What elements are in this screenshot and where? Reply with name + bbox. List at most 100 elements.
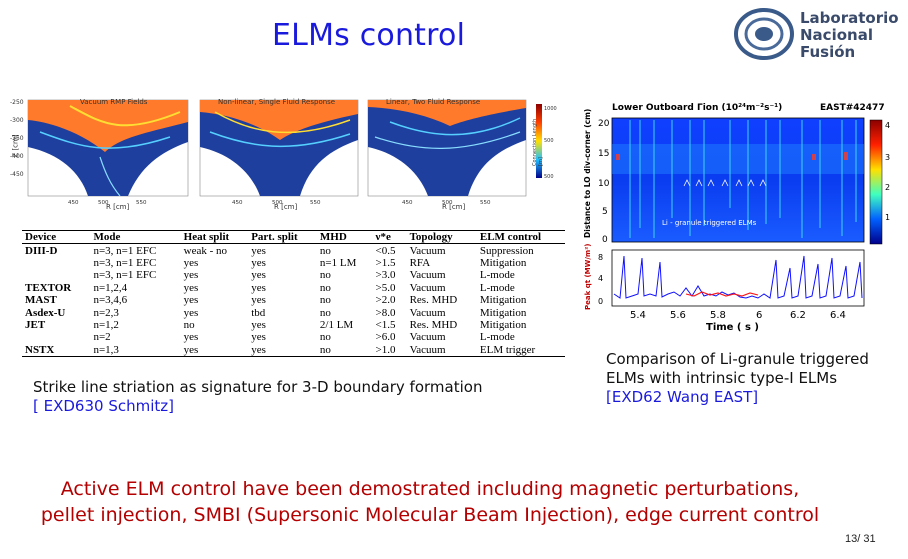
table-cell: yes: [251, 318, 266, 331]
table-row: MAST n=3,4,6 yes yes no >2.0 Res. MHD Mitigatio…: [22, 294, 565, 306]
colorbar-tick: 4: [885, 121, 890, 130]
table-row: n=3, n=1 EFC yes yes no >3.0 Vacuum L-mode: [22, 269, 565, 281]
summary-line-2: pellet injection, SMBI (Supersonic Molec…: [40, 504, 820, 526]
logo-emblem-icon: [734, 8, 794, 60]
table-cell: <1.5: [375, 318, 396, 331]
table-cell: Res. MHD: [409, 318, 458, 331]
caption-right-ref: [EXD62 Wang EAST]: [606, 388, 759, 406]
table-cell: Mitigation: [479, 318, 527, 331]
table-cell: yes: [248, 343, 317, 357]
east-annotation: Li - granule triggered ELMs: [662, 219, 757, 227]
table-header: Part. split: [248, 229, 317, 245]
table-cell: yes: [183, 331, 199, 344]
table-cell: yes: [183, 269, 199, 282]
svg-text:500: 500: [98, 200, 109, 206]
table-cell: weak - no: [183, 244, 228, 257]
page-number: 13/ 31: [845, 533, 876, 545]
table-cell: Res. MHD: [409, 294, 458, 307]
left-figure-x-axis-2: R [cm]: [274, 203, 298, 211]
table-row: DIII-D n=3, n=1 EFC weak - no yes no <0.5 Vacu…: [22, 244, 565, 257]
caption-right-line-2: ELMs with intrinsic type-I ELMs: [606, 369, 838, 387]
east-plot: Lower Outboard Γion (10²⁴m⁻²s⁻¹) EAST#42…: [583, 103, 890, 333]
svg-text:450: 450: [232, 200, 243, 206]
table-cell: yes: [180, 343, 249, 357]
table-cell: Vacuum: [409, 244, 446, 257]
table-cell: tbd: [251, 306, 266, 319]
east-x-tick: 5.6: [670, 310, 686, 321]
table-header: ELM control: [476, 229, 565, 245]
table-cell: >5.0: [375, 281, 396, 294]
table-cell: yes: [183, 306, 199, 319]
logo-line-2: Nacional: [800, 26, 873, 44]
svg-text:-300: -300: [10, 117, 24, 124]
table-cell: Vacuum: [406, 343, 477, 357]
table-cell: n=1,2,4: [93, 281, 128, 294]
table-cell: n=2: [93, 331, 111, 344]
laboratorio-nacional-fusion-logo: Laboratorio Nacional Fusión: [732, 6, 902, 66]
caption-left-line-1: Strike line striation as signature for 3…: [33, 378, 483, 396]
table-cell: n=1,3: [90, 343, 181, 357]
table-cell: RFA: [409, 256, 431, 269]
table-header: Device: [22, 229, 91, 245]
east-y-axis-bottom: Peak qt (MW/m²): [584, 244, 592, 311]
table-cell: >1.0: [372, 343, 407, 357]
svg-text:500: 500: [272, 200, 283, 206]
caption-li-granule: Comparison of Li-granule triggered ELMs …: [606, 350, 869, 407]
table-cell: <0.5: [375, 244, 396, 257]
east-li-granule-figure: Lower Outboard Γion (10²⁴m⁻²s⁻¹) EAST#42…: [580, 98, 896, 334]
table-cell: yes: [183, 294, 199, 307]
table-cell: no: [319, 269, 331, 282]
table-cell: >2.0: [375, 294, 396, 307]
table-cell: yes: [251, 244, 266, 257]
table-cell: ELM trigger: [476, 343, 565, 357]
table-cell: n=1 LM: [319, 256, 357, 269]
table-cell: yes: [251, 281, 266, 294]
summary-line-1: Active ELM control have been demostrated…: [60, 478, 800, 500]
table-cell: >8.0: [375, 306, 396, 319]
table-cell: Vacuum: [409, 269, 446, 282]
east-y-tick: 15: [598, 149, 609, 159]
east-x-axis: Time ( s ): [706, 322, 759, 333]
svg-text:500: 500: [544, 174, 554, 180]
svg-text:-250: -250: [10, 99, 24, 106]
panel-label-nonlinear: Non-linear, Single Fluid Response: [218, 98, 336, 106]
table-cell: Asdex-U: [25, 306, 66, 319]
east-y-tick: 5: [602, 207, 608, 217]
table-cell: L-mode: [479, 269, 515, 282]
strike-line-figure: -250 -300 -350 -400 -450: [10, 92, 566, 211]
table-cell: >1.5: [375, 256, 396, 269]
left-figure-x-axis-1: R [cm]: [106, 203, 130, 211]
east-y-axis-top: Distance to LO div-corner (cm): [583, 109, 592, 238]
table-cell: n=3, n=1 EFC: [93, 269, 157, 282]
caption-right-line-1: Comparison of Li-granule triggered: [606, 350, 869, 368]
elm-control-table: Device Mode Heat split Part. split MHD ν…: [22, 229, 565, 357]
table-cell: yes: [251, 256, 266, 269]
svg-text:450: 450: [402, 200, 413, 206]
svg-text:500: 500: [544, 138, 554, 144]
table-cell: yes: [251, 331, 266, 344]
svg-text:500: 500: [442, 200, 453, 206]
connection-length-plots: -250 -300 -350 -400 -450: [10, 99, 557, 206]
table-cell: no: [319, 244, 331, 257]
svg-text:-400: -400: [10, 153, 24, 160]
table-header: Heat split: [180, 229, 249, 245]
table-cell: yes: [251, 294, 266, 307]
svg-text:550: 550: [310, 200, 321, 206]
table-cell: [22, 257, 90, 269]
table-header: Mode: [90, 229, 181, 245]
table-cell: L-mode: [479, 331, 515, 344]
table-cell: L-mode: [479, 281, 515, 294]
table-cell: >6.0: [375, 331, 396, 344]
table-cell: no: [183, 318, 195, 331]
east-x-tick: 5.8: [710, 310, 726, 321]
table-cell: DIII-D: [25, 244, 58, 257]
logo-line-1: Laboratorio: [800, 9, 899, 27]
svg-text:1000: 1000: [544, 106, 557, 112]
summary-statement: Active ELM control have been demostrated…: [20, 476, 840, 528]
table-cell: yes: [183, 281, 199, 294]
table-row: TEXTOR n=1,2,4 yes yes no >5.0 Vacuum L-mode: [22, 282, 565, 294]
table-row: n=3, n=1 EFC yes yes n=1 LM >1.5 RFA Mitigatio…: [22, 257, 565, 269]
table-cell: Vacuum: [409, 331, 446, 344]
east-bottom-y-tick: 0: [598, 297, 603, 306]
logo-text: Laboratorio Nacional Fusión: [800, 10, 899, 61]
